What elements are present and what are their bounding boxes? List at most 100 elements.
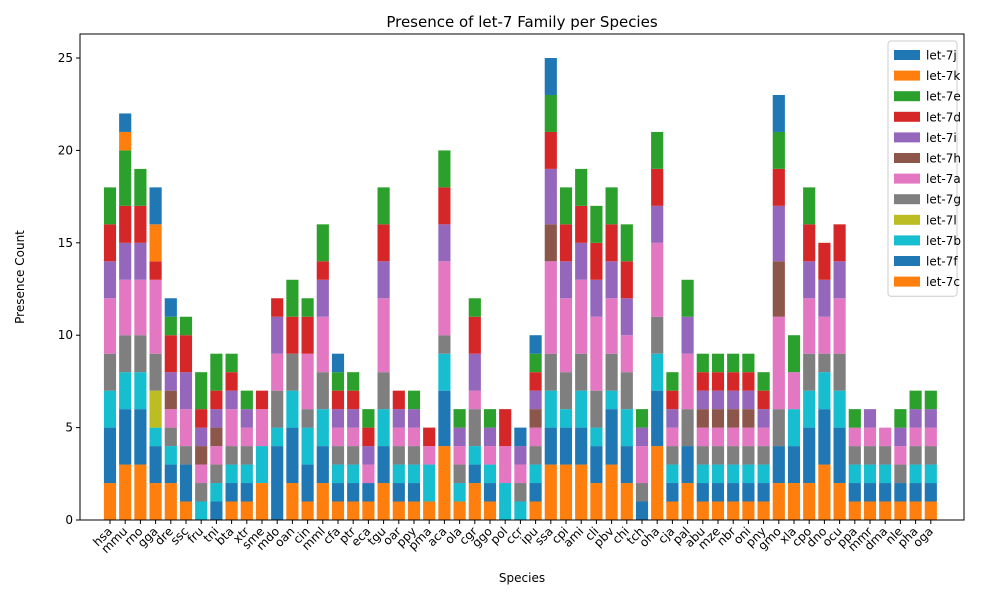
bar-let-7i-dre — [164, 372, 177, 391]
bar-let-7h-mze — [711, 409, 725, 428]
bar-let-7k-gga — [149, 224, 162, 262]
bar-let-7g-cgr — [468, 409, 481, 447]
bar-let-7i-ppy — [407, 409, 421, 428]
bar-let-7c-oga — [924, 501, 937, 520]
bar-let-7a-gga — [149, 279, 162, 354]
bar-let-7c-gga — [149, 483, 162, 520]
bar-let-7c-dno — [818, 464, 831, 520]
bar-let-7g-ppa — [848, 446, 861, 465]
bar-let-7h-dre — [164, 390, 177, 410]
bar-let-7g-gga — [149, 353, 162, 391]
bar-let-7e-ppa — [848, 409, 861, 428]
bar-let-7i-ocu — [833, 261, 846, 299]
bar-let-7g-cfa — [331, 446, 345, 465]
bar-let-7i-pbv — [605, 261, 618, 299]
bar-let-7f-oni — [742, 483, 755, 502]
bar-let-7a-chi — [620, 335, 633, 373]
bar-let-7b-mmr — [863, 464, 877, 484]
bar-let-7g-mdo — [271, 390, 284, 428]
bar-let-7d-mml — [316, 261, 329, 280]
bar-let-7b-pma — [423, 464, 436, 502]
bar-let-7f-oha — [651, 390, 664, 447]
bar-let-7c-pma — [423, 501, 436, 520]
bar-let-7g-hsa — [103, 353, 117, 391]
bar-let-7i-ola — [453, 427, 466, 447]
bar-let-7g-rno — [134, 335, 147, 373]
bar-let-7f-dre — [164, 464, 177, 484]
bar-let-7d-tni — [210, 390, 223, 410]
bar-let-7d-cin — [301, 316, 314, 354]
legend-label-let-7e: let-7e — [926, 90, 961, 104]
bar-let-7d-dno — [818, 242, 831, 280]
bar-let-7f-gmo — [772, 446, 785, 484]
bar-let-7b-cpi — [559, 409, 573, 428]
bar-let-7b-dma — [879, 464, 892, 484]
bar-let-7f-rno — [134, 409, 147, 465]
bar-let-7f-bta — [225, 483, 238, 502]
bar-let-7a-cli — [590, 316, 603, 391]
bar-let-7g-mmr — [863, 446, 877, 465]
bar-let-7f-pha — [909, 483, 922, 502]
bar-let-7e-ami — [575, 168, 588, 206]
bar-let-7d-sme — [255, 390, 269, 410]
bar-let-7a-ppa — [848, 427, 861, 447]
bar-let-7c-dma — [879, 501, 892, 520]
bar-let-7b-oni — [742, 464, 755, 484]
bar-let-7e-rno — [134, 168, 147, 206]
bar-let-7e-oha — [651, 131, 664, 169]
legend-label-let-7g: let-7g — [926, 193, 961, 207]
bar-let-7e-aca — [438, 150, 451, 188]
bar-let-7b-ocu — [833, 390, 846, 428]
bar-let-7i-nle — [894, 427, 907, 447]
bar-let-7a-oni — [742, 427, 755, 447]
bar-let-7g-mze — [711, 446, 725, 465]
bar-let-7d-aca — [438, 187, 451, 225]
legend-swatch-let-7i — [894, 132, 920, 143]
bar-let-7i-aca — [438, 224, 451, 262]
bar-let-7i-tgu — [377, 261, 390, 299]
bar-let-7d-mze — [711, 372, 725, 391]
bar-let-7h-oni — [742, 409, 755, 428]
bar-let-7f-nbr — [727, 483, 740, 502]
bar-let-7e-cfa — [331, 372, 345, 391]
bar-let-7f-cpi — [559, 427, 573, 465]
bar-let-7f-mze — [711, 483, 725, 502]
bar-let-7g-tni — [210, 464, 223, 484]
bar-let-7i-ssa — [544, 168, 557, 225]
bar-let-7a-mdo — [271, 353, 284, 391]
bar-let-7b-rno — [134, 372, 147, 410]
bar-let-7a-ptr — [347, 427, 360, 447]
bar-let-7d-ami — [575, 205, 588, 243]
bar-let-7a-tgu — [377, 298, 390, 373]
bar-let-7a-aca — [438, 261, 451, 336]
bar-let-7e-ipu — [529, 353, 542, 373]
bar-let-7e-ssc — [179, 316, 193, 336]
bar-let-7f-ggo — [483, 483, 497, 502]
bar-let-7e-mze — [711, 353, 725, 373]
bar-let-7g-cin — [301, 409, 314, 428]
bar-let-7i-oga — [924, 409, 937, 428]
bar-let-7b-cfa — [331, 464, 345, 484]
bar-let-7f-ami — [575, 427, 588, 465]
bar-let-7c-ssa — [544, 464, 557, 520]
bar-let-7f-nle — [894, 483, 907, 502]
bar-let-7j-ssa — [544, 58, 557, 95]
bar-let-7f-cgr — [468, 464, 481, 484]
bar-let-7e-ggo — [483, 409, 497, 428]
bar-let-7j-gmo — [772, 94, 785, 132]
bar-let-7e-cpi — [559, 187, 573, 225]
bar-let-7c-cja — [666, 501, 679, 520]
bar-let-7f-xtr — [240, 483, 253, 502]
legend-swatch-let-7f — [894, 256, 920, 266]
bar-let-7g-oga — [924, 446, 937, 465]
bar-let-7g-pbv — [605, 353, 618, 391]
bar-let-7b-ami — [575, 390, 588, 428]
bar-let-7c-ocu — [833, 483, 846, 520]
bar-let-7g-tch — [635, 483, 649, 502]
bar-let-7c-oha — [651, 446, 664, 520]
bar-let-7f-ppy — [407, 483, 421, 502]
legend-label-let-7c: let-7c — [926, 275, 960, 289]
bar-let-7g-bta — [225, 446, 238, 465]
bar-let-7i-cja — [666, 409, 679, 428]
bar-let-7b-ptr — [347, 464, 360, 484]
